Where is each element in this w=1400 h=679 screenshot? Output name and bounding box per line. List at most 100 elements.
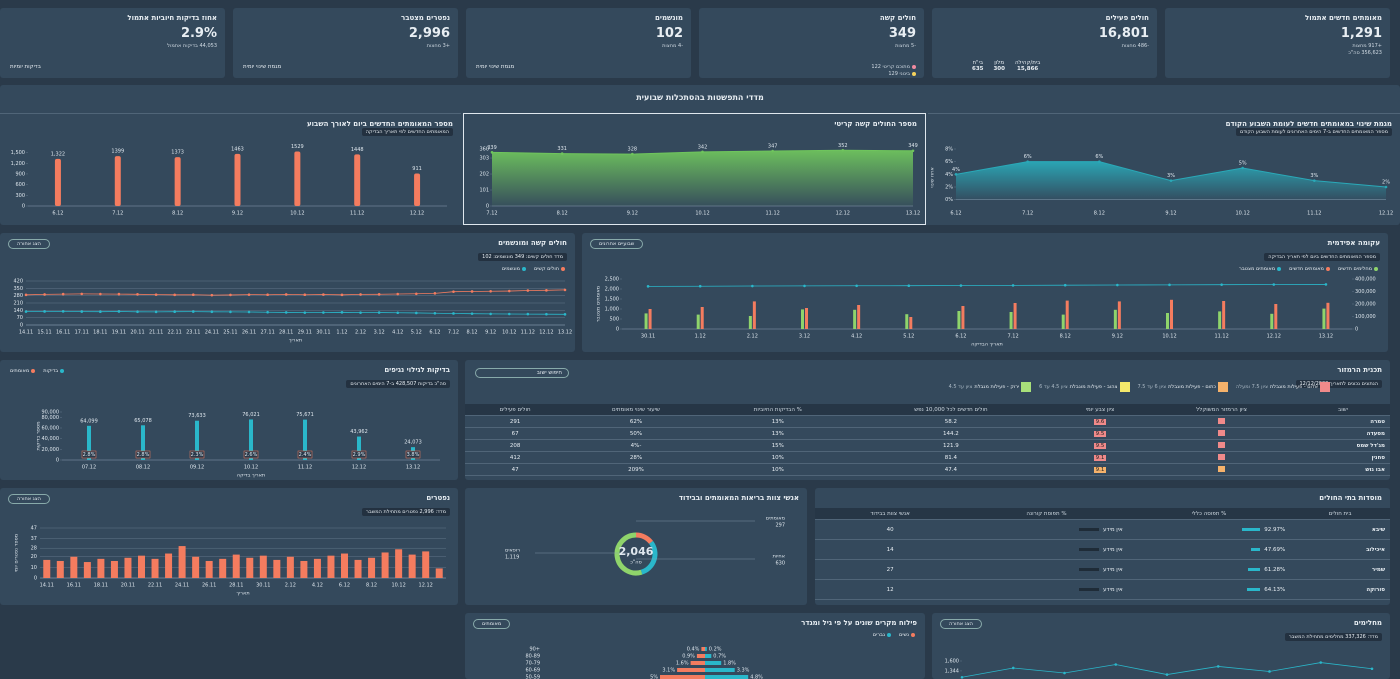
- legend-label: ירוק - פעילות מגבלת: [974, 384, 1020, 390]
- point: [954, 173, 958, 176]
- legend-swatch: [1320, 382, 1330, 392]
- data-label: 352: [838, 143, 848, 149]
- dropdown[interactable]: הצג אחורה: [940, 619, 982, 629]
- panel-title: פילוח מקרים שונים על פי גיל ומגדר: [801, 619, 917, 627]
- x-tick-label: 3.12: [799, 334, 810, 340]
- segment-name: אחיות: [773, 554, 785, 560]
- point: [43, 293, 46, 296]
- y-tick-label: 0: [56, 458, 59, 464]
- table-row: מג'דל שמס 9.5 121.9 15% -4% 208: [465, 439, 1390, 452]
- covid-bar: [1079, 547, 1100, 551]
- dropdown[interactable]: מאומתים: [473, 619, 511, 629]
- point: [560, 152, 564, 155]
- y-tick-label: 210: [13, 301, 23, 307]
- point: [136, 293, 139, 296]
- y-tick-label: 1,000: [605, 307, 619, 313]
- bar: [435, 568, 443, 578]
- line: [648, 284, 1326, 287]
- y-tick-label: 303: [479, 156, 489, 162]
- legend: חולים קשים מונשמים: [502, 266, 565, 272]
- dropdown[interactable]: הצג אחורה: [8, 239, 50, 249]
- legend-swatch: [1119, 382, 1130, 392]
- pyramid-label: 0.2%: [709, 647, 722, 653]
- kpi-action[interactable]: מגמת שינוי יומית: [476, 64, 515, 70]
- pyramid-bar: [705, 675, 749, 679]
- point: [210, 310, 214, 314]
- x-tick-label: 6.12: [955, 334, 966, 340]
- table-row: אבו גוש 9.1 47.4 10% 209% 47: [465, 463, 1390, 476]
- weekly-chart: מספר המאומתים החדשים ביום לאורך השבוע המא…: [0, 113, 461, 225]
- cell: 15%: [706, 439, 849, 452]
- bar: [205, 560, 213, 578]
- y-tick-label: 10: [31, 565, 37, 571]
- point: [99, 292, 102, 296]
- pyramid-label: 0.9%: [682, 654, 695, 660]
- rate-box: [189, 450, 205, 459]
- bar: [801, 309, 804, 329]
- point: [1011, 666, 1015, 670]
- pyramid-bar: [705, 654, 712, 658]
- x-tick-label: 8.12: [1094, 211, 1105, 217]
- point: [490, 151, 494, 154]
- point: [1165, 673, 1169, 676]
- dropdown[interactable]: הצג אחורה: [8, 494, 50, 504]
- bar: [219, 558, 227, 578]
- y2-tick-label: 200,000: [1355, 302, 1376, 308]
- kpi-action[interactable]: מגמת שינוי יומית: [243, 64, 282, 70]
- traffic-legend-item: אדום - פעילות מוגבלת ציון 7.5 ומעלה: [1236, 382, 1330, 392]
- cell: 58.2: [848, 415, 1053, 428]
- search-box[interactable]: חיפוש ישוב: [475, 368, 569, 378]
- rate-box: [135, 450, 151, 459]
- legend-label: כתום - פעילות מוגבלת: [1168, 384, 1217, 390]
- pyramid-label: 5%: [650, 675, 658, 679]
- point: [303, 293, 307, 297]
- legend-dot: [561, 267, 565, 271]
- status-cell: [1147, 463, 1296, 476]
- x-tick-label: 13.12: [1319, 334, 1333, 340]
- dropdown[interactable]: שבועיים אחרונים: [590, 239, 644, 249]
- legend-range: ציון עד 4.5: [948, 384, 973, 390]
- point: [507, 289, 511, 293]
- y-tick-label: 600: [15, 182, 25, 188]
- panel: אנשי צוות בריאות המאומתים ובבידוד מאומתים…: [465, 488, 807, 605]
- point: [191, 310, 195, 313]
- panel-note: מספר המאומתים החדשים ביום לפי תאריך הבדי…: [1264, 253, 1380, 261]
- data-label: 6%: [1095, 154, 1103, 160]
- y-tick-label: 300: [15, 193, 25, 199]
- y-tick-label: 900: [15, 171, 25, 177]
- x-tick-label: 6.12: [950, 211, 961, 217]
- covid-cell: אין מידע: [965, 539, 1128, 560]
- data-label: 328: [628, 147, 638, 153]
- kpi-legend: מתוכם קריטי 122: [871, 64, 916, 70]
- x-tick-label: 18.11: [94, 583, 108, 589]
- data-label: 43,962: [350, 429, 368, 435]
- status-square: [1218, 429, 1226, 436]
- rate-box: [81, 450, 97, 459]
- point: [99, 310, 102, 313]
- legend-dot: [887, 633, 892, 637]
- column-header: שיעור שינוי מאומתים: [565, 404, 707, 416]
- kpi-title: מונשמים: [655, 14, 683, 22]
- x-tick-label: 10.12: [1236, 211, 1250, 217]
- bar: [422, 551, 430, 578]
- status-cell: [1147, 427, 1296, 440]
- panel-title: בדיקות לגילוי נגיפים: [384, 366, 450, 374]
- x-tick-label: 26.11: [202, 583, 216, 589]
- cell: 10%: [706, 463, 849, 476]
- bar: [141, 425, 145, 460]
- legend-label: בינוני 129: [888, 71, 910, 77]
- chart: 0 500 1,000 1,500 2,000 2,500 0 100,000 200,000 3…: [596, 277, 1376, 348]
- y-tick-label: 1,500: [11, 150, 25, 156]
- legend-label: נשים: [899, 632, 909, 638]
- x-tick-label: 14.11: [19, 330, 33, 336]
- legend-item: מחלימים חדשים: [1338, 266, 1378, 272]
- segment-name: רופאים: [505, 548, 520, 554]
- bar: [805, 308, 808, 329]
- kpi-action[interactable]: בדיקות יומיות: [10, 64, 41, 70]
- bar: [294, 151, 301, 206]
- pyramid-bar: [660, 675, 705, 679]
- data-label: 64,099: [80, 418, 98, 424]
- data-label: 1463: [231, 146, 244, 152]
- header-row: ישוב ציון הרמזור המשוקלל ציון צבע יומי חולי…: [465, 404, 1390, 416]
- y2-tick-label: 0: [1355, 327, 1358, 333]
